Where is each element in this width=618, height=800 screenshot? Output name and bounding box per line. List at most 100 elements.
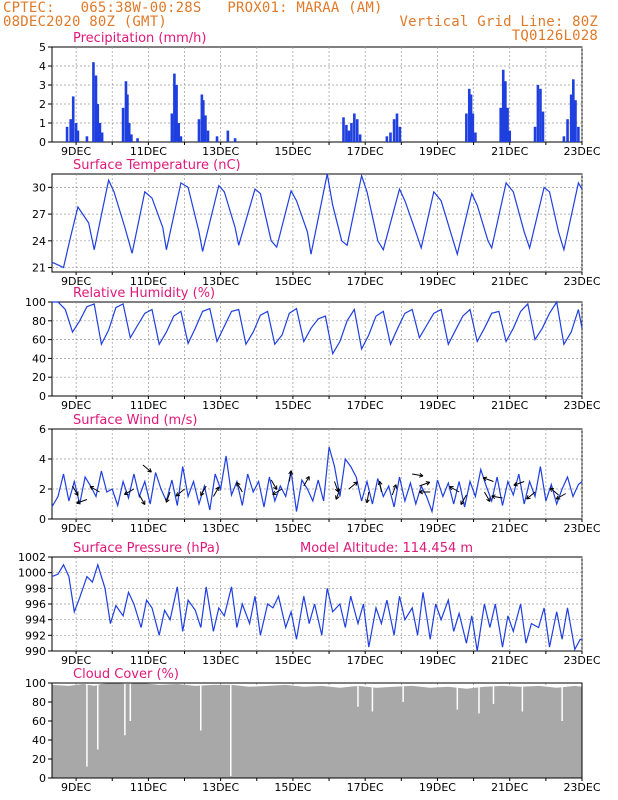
header-model: TQ0126L028	[511, 28, 598, 44]
wind-arrowhead	[549, 487, 555, 490]
wind-arrowhead	[165, 498, 167, 503]
precip-bar	[539, 88, 542, 142]
precip-bar	[71, 96, 75, 142]
wind-arrowhead	[379, 480, 383, 485]
x-tick-label: 19DEC	[419, 781, 456, 794]
wind-arrowhead	[147, 470, 152, 473]
precip-bar	[562, 136, 566, 142]
y-tick-label: 80	[32, 696, 46, 709]
wind-arrowhead	[426, 481, 431, 486]
wind-arrow	[236, 482, 243, 493]
y-tick-label: 21	[32, 262, 46, 275]
x-tick-label: 21DEC	[491, 275, 528, 288]
wind-arrowhead	[418, 489, 423, 493]
wind-arrow	[270, 479, 278, 490]
x-tick-label: 15DEC	[274, 654, 311, 667]
wind-arrow	[335, 488, 341, 500]
wind-arrowhead	[482, 477, 487, 482]
wind-arrow	[200, 485, 207, 496]
precip-bar	[358, 134, 362, 142]
x-tick-label: 15DEC	[274, 781, 311, 794]
precip-bar	[471, 113, 475, 142]
wind-arrowhead	[483, 476, 488, 479]
wind-arrowhead	[395, 484, 398, 489]
series-line	[51, 300, 583, 356]
header-run-date: 08DEC2020 80Z (GMT)	[3, 14, 167, 30]
precip-bar	[197, 119, 201, 142]
x-tick-label: 23DEC	[563, 145, 600, 158]
x-tick-label: 11DEC	[130, 522, 167, 535]
y-tick-label: 0	[39, 513, 46, 526]
wind-arrowhead	[175, 492, 179, 497]
precip-bar	[233, 138, 237, 142]
series-line	[51, 562, 582, 652]
x-tick-label: 15DEC	[274, 145, 311, 158]
precip-bar	[130, 134, 133, 142]
wind-arrow	[555, 493, 566, 500]
panel-5: 0 20 40 60 80 100 9DEC 11DEC 13DEC 15DEC 17DEC 19DE…	[25, 667, 601, 794]
wind-arrowhead	[337, 487, 340, 492]
wind-arrow	[379, 481, 382, 493]
model-altitude: Model Altitude: 114.454 m	[300, 541, 473, 556]
y-tick-label: 4	[39, 60, 46, 73]
y-tick-label: 1	[39, 117, 46, 130]
x-tick-label: 13DEC	[202, 654, 239, 667]
precip-bar	[385, 136, 389, 142]
precip-bar	[345, 124, 348, 142]
x-tick-label: 13DEC	[202, 399, 239, 412]
wind-arrow	[165, 491, 171, 503]
precip-bar	[200, 94, 204, 142]
precip-bar	[469, 94, 473, 142]
wind-arrow	[391, 484, 397, 496]
precip-bar	[499, 107, 502, 142]
wind-arrow	[513, 481, 525, 486]
x-tick-label: 19DEC	[419, 399, 456, 412]
panel-4: 990 992 994 996 998 1000 1002 9DEC 11DEC 13DEC 15D…	[18, 541, 601, 667]
precip-bar	[536, 85, 540, 142]
series-line	[51, 446, 583, 514]
x-tick-label: 17DEC	[347, 654, 384, 667]
series-line	[51, 173, 583, 269]
precip-bar	[389, 132, 392, 142]
wind-arrowhead	[89, 486, 93, 491]
wind-arrowhead	[353, 481, 358, 484]
wind-arrowhead	[334, 488, 339, 493]
wind-arrowhead	[288, 470, 292, 475]
precip-bar	[533, 126, 537, 142]
wind-arrowhead	[272, 490, 276, 495]
x-tick-label: 19DEC	[419, 145, 456, 158]
precip-bar	[501, 69, 505, 142]
wind-arrow	[142, 464, 152, 473]
wind-arrowhead	[549, 487, 553, 492]
x-tick-label: 11DEC	[130, 399, 167, 412]
wind-arrow	[89, 486, 100, 493]
precip-bar	[76, 130, 80, 142]
panel-frame-top	[51, 682, 583, 779]
wind-arrowhead	[513, 481, 517, 486]
precip-bar	[170, 113, 174, 142]
panel-title: Surface Wind (m/s)	[73, 413, 197, 428]
wind-arrowhead	[290, 470, 293, 475]
wind-arrowhead	[449, 486, 453, 491]
x-tick-label: 13DEC	[202, 275, 239, 288]
y-tick-label: 60	[32, 715, 46, 728]
precip-bar	[85, 136, 89, 142]
wind-arrow	[366, 491, 370, 503]
x-tick-label: 21DEC	[491, 145, 528, 158]
precip-bar	[177, 123, 181, 142]
wind-arrowhead	[366, 499, 370, 504]
y-tick-label: 100	[25, 296, 46, 309]
wind-arrowhead	[419, 475, 424, 478]
y-tick-label: 0	[39, 136, 46, 149]
precip-bar	[92, 62, 95, 143]
x-tick-label: 23DEC	[563, 399, 600, 412]
precip-bar	[179, 136, 183, 142]
precip-bar	[127, 123, 131, 142]
precip-bar	[215, 136, 219, 142]
precip-bar	[467, 88, 471, 142]
precip-bar	[65, 126, 69, 142]
precip-bar	[350, 123, 353, 142]
wind-arrow	[138, 494, 146, 505]
wind-arrowhead	[555, 495, 559, 500]
